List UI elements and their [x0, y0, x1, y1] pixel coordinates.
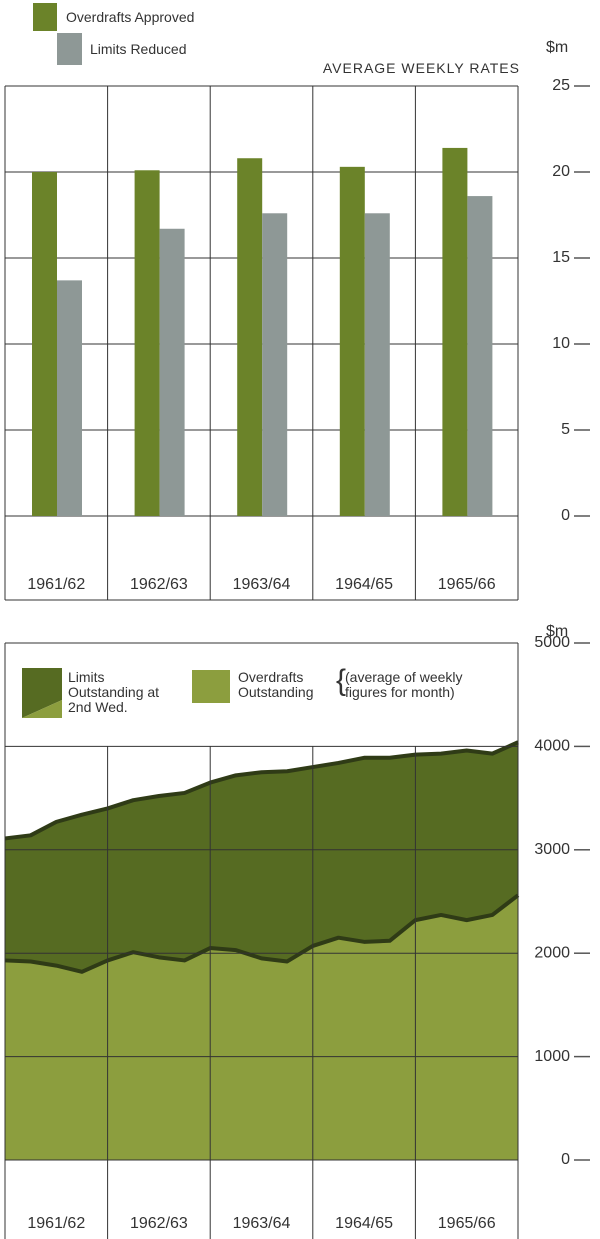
y-tick-label: 2000	[534, 944, 570, 961]
y-axis-label: $m	[546, 623, 569, 640]
legend-swatch	[22, 668, 62, 718]
y-tick-label: 10	[552, 335, 570, 352]
x-tick-label: 1962/63	[130, 576, 188, 593]
bar	[262, 213, 288, 516]
bar	[134, 170, 160, 516]
y-tick-label: 15	[552, 249, 570, 266]
legend-swatch	[33, 3, 57, 31]
area-edge	[4, 740, 519, 841]
bar	[467, 196, 493, 516]
area-edge	[4, 893, 520, 974]
bar	[364, 213, 390, 516]
x-tick-label: 1965/66	[438, 1215, 496, 1232]
y-tick-label: 20	[552, 163, 570, 180]
x-tick-label: 1965/66	[438, 576, 496, 593]
y-tick-label: 0	[561, 1151, 570, 1168]
bar	[339, 166, 365, 516]
bar	[442, 147, 468, 517]
bar	[237, 158, 263, 517]
x-tick-label: 1961/62	[27, 576, 85, 593]
y-tick-label: 3000	[534, 841, 570, 858]
bar	[159, 228, 185, 516]
x-tick-label: 1963/64	[233, 1215, 291, 1232]
legend-label: Overdrafts Outstanding	[238, 669, 314, 700]
brace: {	[336, 664, 347, 697]
y-tick-label: 5	[561, 421, 570, 438]
legend-swatch	[22, 700, 62, 718]
legend-swatch	[192, 670, 230, 703]
x-tick-label: 1964/65	[335, 576, 393, 593]
legend-label: Limits Outstanding at 2nd Wed.	[68, 669, 160, 715]
area	[5, 895, 518, 1160]
note: (average of weekly figures for month)	[345, 669, 463, 700]
y-tick-label: 25	[552, 77, 570, 94]
x-tick-label: 1962/63	[130, 1215, 188, 1232]
legend-swatch	[57, 33, 82, 65]
legend-label: Limits Reduced	[90, 41, 187, 57]
annotation: AVERAGE WEEKLY RATES	[322, 60, 520, 76]
bar	[57, 280, 82, 516]
x-tick-label: 1963/64	[233, 576, 291, 593]
y-tick-label: 5000	[534, 634, 570, 651]
y-axis-label: $m	[546, 39, 569, 56]
x-tick-label: 1961/62	[27, 1215, 85, 1232]
legend-label: Overdrafts Approved	[66, 9, 195, 25]
y-tick-label: 1000	[534, 1048, 570, 1065]
x-tick-label: 1964/65	[335, 1215, 393, 1232]
y-tick-label: 4000	[534, 738, 570, 755]
y-tick-label: 0	[561, 507, 570, 524]
bar	[32, 172, 57, 516]
